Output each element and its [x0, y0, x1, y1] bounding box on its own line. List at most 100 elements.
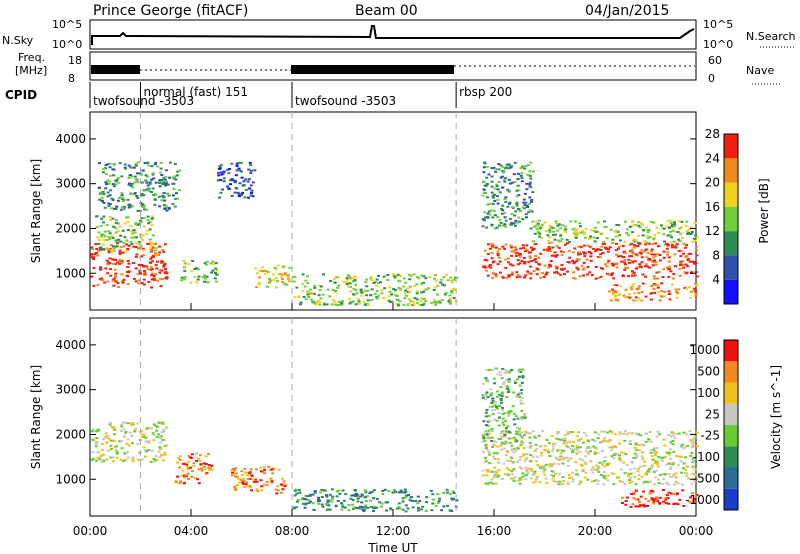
cell-7-197	[670, 244, 674, 247]
cell-4-33	[529, 454, 533, 457]
cell-4-4	[226, 185, 229, 188]
cell-0-121	[96, 254, 99, 257]
cell-6-74	[304, 298, 308, 301]
cell-4-541	[689, 438, 693, 441]
cell-2-46	[141, 203, 145, 206]
cell-9-30	[600, 233, 603, 236]
cell-0-147	[99, 268, 103, 271]
cell-0-111	[125, 243, 129, 246]
cell-7-66	[673, 253, 677, 256]
cell-1-22	[140, 217, 144, 220]
cell-3-94	[297, 489, 301, 492]
cell-8-14	[486, 203, 490, 206]
cell-4-52	[615, 452, 619, 455]
cell-1-25	[117, 222, 121, 225]
cell-10-23	[637, 292, 641, 294]
cell-0-116	[145, 428, 148, 430]
cell-4-442	[621, 480, 624, 483]
cell-2-53	[141, 204, 145, 207]
cell-4-84	[507, 469, 511, 471]
cell-4-273	[603, 471, 606, 473]
cell-6-65	[412, 300, 416, 303]
cell-4-29	[571, 480, 575, 483]
beam-title: Beam 00	[355, 3, 418, 19]
cell-4-430	[612, 483, 616, 486]
cell-7-152	[518, 262, 522, 265]
cell-6-54	[621, 502, 624, 504]
cell-3-130	[340, 508, 344, 511]
cell-7-266	[492, 246, 495, 249]
cell-7-13	[653, 253, 657, 256]
cell-4-432	[640, 451, 644, 454]
cell-8-130	[521, 206, 525, 209]
cell-7-216	[492, 260, 496, 263]
cell-5-38	[279, 273, 283, 276]
cell-1-18	[177, 482, 181, 485]
cell-0-130	[113, 259, 117, 261]
cell-10-73	[658, 299, 662, 302]
station-title: Prince George (fitACF)	[93, 3, 248, 19]
cell-2-58	[267, 465, 271, 468]
cell-8-109	[504, 196, 508, 199]
cell-8-129	[516, 208, 520, 210]
cell-5-8	[276, 280, 279, 283]
cell-4-331	[661, 473, 665, 476]
cell-5-37	[492, 377, 496, 380]
cell-3-118	[381, 493, 385, 495]
cell-6-166	[312, 292, 316, 295]
cell-6-173	[351, 293, 355, 296]
cell-0-144	[141, 433, 144, 436]
cell-5-10	[274, 276, 278, 279]
cell-0-50	[107, 437, 111, 440]
cell-6-1	[681, 489, 685, 492]
cell-10-64	[615, 284, 619, 287]
cell-6-69	[672, 493, 675, 495]
cell-4-496	[542, 465, 546, 468]
cell-9-89	[563, 229, 567, 232]
cell-0-74	[112, 284, 116, 287]
cell-4-368	[561, 456, 565, 459]
cell-5-19	[258, 276, 262, 279]
cell-3-168	[430, 509, 434, 512]
cell-6-20	[658, 502, 662, 505]
cell-4-175	[648, 468, 651, 471]
cell-0-145	[161, 439, 165, 442]
cell-3-134	[363, 508, 367, 511]
cell-0-126	[91, 248, 94, 250]
cell-5-9	[285, 283, 289, 286]
cell-0-154	[164, 444, 168, 447]
cell-4-17	[238, 182, 242, 185]
cell-7-194	[516, 274, 520, 276]
cell-4-197	[525, 457, 529, 460]
cell-8-179	[515, 202, 519, 205]
cell-7-161	[577, 245, 581, 248]
cell-6-36	[654, 498, 658, 500]
cell-0-65	[96, 429, 100, 432]
cell-7-177	[594, 277, 598, 280]
cell-3-75	[397, 506, 401, 509]
cell-6-232	[402, 303, 406, 306]
cell-4-239	[591, 438, 595, 441]
cell-5-71	[490, 409, 494, 412]
cell-2-96	[122, 199, 126, 202]
cell-4-333	[497, 474, 501, 477]
cell-6-53	[630, 493, 634, 496]
cell-4-462	[507, 437, 511, 440]
cell-8-120	[494, 170, 498, 173]
cell-6-99	[455, 276, 459, 279]
cell-4-564	[628, 479, 632, 482]
cell-6-67	[349, 301, 353, 303]
cell-2-12	[276, 489, 280, 492]
cell-0-158	[163, 453, 167, 456]
cell-10-17	[675, 291, 679, 293]
cell-0-53	[119, 246, 123, 249]
cell-6-31	[393, 276, 397, 279]
cell-4-296	[518, 482, 522, 485]
cell-0-149	[153, 254, 157, 257]
cell-5-17	[512, 436, 516, 439]
cell-6-34	[399, 275, 403, 277]
cell-4-519	[512, 479, 516, 482]
cell-9-159	[634, 239, 638, 242]
cell-10-77	[630, 285, 634, 288]
cell-0-87	[98, 455, 102, 458]
